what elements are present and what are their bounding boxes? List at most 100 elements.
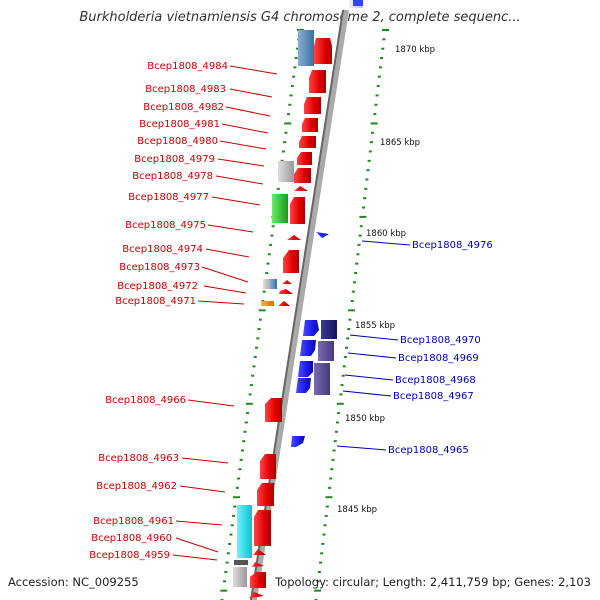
gene-label[interactable]: Bcep1808_4970 xyxy=(400,335,481,346)
gene-label[interactable]: Bcep1808_4972 xyxy=(117,281,198,292)
gene-label[interactable]: Bcep1808_4962 xyxy=(96,481,177,492)
gene-feature[interactable] xyxy=(318,341,334,361)
track-tick xyxy=(346,337,350,340)
gene-feature[interactable] xyxy=(260,454,276,479)
map-title: Burkholderia vietnamiensis G4 chromosome… xyxy=(79,10,521,25)
gene-feature[interactable] xyxy=(316,232,329,238)
gene-feature[interactable] xyxy=(290,197,305,224)
gene-feature[interactable] xyxy=(261,301,274,306)
gene-feature[interactable] xyxy=(309,70,326,93)
gene-feature[interactable] xyxy=(294,186,308,191)
track-tick xyxy=(356,253,360,256)
gene-label[interactable]: Bcep1808_4984 xyxy=(147,61,228,72)
track-tick xyxy=(376,85,380,88)
gene-label[interactable]: Bcep1808_4980 xyxy=(137,136,218,147)
gene-feature[interactable] xyxy=(279,289,293,294)
track-tick xyxy=(334,430,338,433)
gene-feature[interactable] xyxy=(254,510,271,546)
gene-feature[interactable] xyxy=(265,398,282,422)
track-tick xyxy=(366,169,370,172)
gene-feature[interactable] xyxy=(270,279,277,289)
gene-feature[interactable] xyxy=(252,562,264,567)
track-tick xyxy=(224,570,228,573)
gene-label[interactable]: Bcep1808_4959 xyxy=(89,550,170,561)
gene-feature[interactable] xyxy=(294,168,311,183)
track-tick xyxy=(284,122,292,125)
track-tick xyxy=(330,468,334,471)
track-tick xyxy=(352,281,356,284)
gene-feature[interactable] xyxy=(303,320,319,336)
gene-label[interactable]: Bcep1808_4963 xyxy=(98,453,179,464)
gene-feature[interactable] xyxy=(298,361,313,377)
gene-label[interactable]: Bcep1808_4975 xyxy=(125,220,206,231)
gene-label[interactable]: Bcep1808_4979 xyxy=(134,154,215,165)
gene-feature[interactable] xyxy=(302,118,318,132)
gene-label[interactable]: Bcep1808_4967 xyxy=(393,391,474,402)
gene-feature[interactable] xyxy=(300,340,316,356)
gene-label[interactable]: Bcep1808_4965 xyxy=(388,445,469,456)
track-tick xyxy=(253,356,257,359)
track-tick xyxy=(314,589,322,592)
track-tick xyxy=(324,514,328,517)
track-tick xyxy=(262,290,266,293)
gene-label[interactable]: Bcep1808_4983 xyxy=(145,84,226,95)
gene-label[interactable]: Bcep1808_4971 xyxy=(115,296,196,307)
gene-feature[interactable] xyxy=(321,320,337,339)
gene-label[interactable]: Bcep1808_4960 xyxy=(91,533,172,544)
gene-feature[interactable] xyxy=(263,279,273,289)
track-tick xyxy=(382,38,386,41)
gene-feature[interactable] xyxy=(250,572,266,588)
track-tick xyxy=(321,542,325,545)
track-tick xyxy=(284,131,288,134)
gene-feature[interactable] xyxy=(282,280,292,284)
track-tick xyxy=(293,66,297,69)
gene-feature[interactable] xyxy=(287,235,301,240)
track-tick xyxy=(267,253,271,256)
gene-feature[interactable] xyxy=(297,152,312,165)
track-tick xyxy=(246,412,250,415)
gene-feature[interactable] xyxy=(253,549,266,555)
track-tick xyxy=(351,290,355,293)
gene-feature[interactable] xyxy=(291,436,305,447)
gene-label[interactable]: Bcep1808_4981 xyxy=(139,119,220,130)
gene-feature[interactable] xyxy=(272,194,288,223)
track-tick xyxy=(335,421,339,424)
forward-label-group xyxy=(336,240,411,451)
track-tick xyxy=(354,271,358,274)
track-tick xyxy=(382,29,389,31)
gene-label[interactable]: Bcep1808_4976 xyxy=(412,240,493,251)
gene-feature[interactable] xyxy=(314,363,330,395)
gene-feature[interactable] xyxy=(237,505,252,558)
track-tick xyxy=(364,187,368,190)
gene-feature[interactable] xyxy=(299,136,316,148)
track-tick xyxy=(269,243,273,246)
track-tick xyxy=(276,187,280,190)
gene-feature[interactable] xyxy=(304,97,321,114)
track-tick xyxy=(266,262,270,265)
gene-feature[interactable] xyxy=(233,567,247,587)
gene-label[interactable]: Bcep1808_4966 xyxy=(105,395,186,406)
gene-label[interactable]: Bcep1808_4968 xyxy=(395,375,476,386)
gene-feature[interactable] xyxy=(249,592,264,598)
gene-feature[interactable] xyxy=(257,483,274,506)
gene-feature[interactable] xyxy=(296,378,311,393)
track-tick xyxy=(317,570,321,573)
track-tick xyxy=(358,234,362,237)
gene-label[interactable]: Bcep1808_4969 xyxy=(398,353,479,364)
gene-feature[interactable] xyxy=(283,250,299,273)
track-tick xyxy=(220,589,228,592)
gene-label[interactable]: Bcep1808_4977 xyxy=(128,192,209,203)
gene-feature[interactable] xyxy=(353,0,363,6)
gene-feature[interactable] xyxy=(298,30,314,66)
gene-label[interactable]: Bcep1808_4961 xyxy=(93,516,174,527)
track-tick xyxy=(252,365,256,368)
gene-feature[interactable] xyxy=(278,301,290,306)
track-tick xyxy=(239,458,243,461)
gene-label[interactable]: Bcep1808_4974 xyxy=(122,244,203,255)
gene-feature[interactable] xyxy=(234,560,248,565)
gene-label[interactable]: Bcep1808_4973 xyxy=(119,262,200,273)
gene-feature[interactable] xyxy=(278,161,294,182)
gene-label[interactable]: Bcep1808_4978 xyxy=(132,171,213,182)
gene-feature[interactable] xyxy=(314,38,332,64)
gene-label[interactable]: Bcep1808_4982 xyxy=(143,102,224,113)
